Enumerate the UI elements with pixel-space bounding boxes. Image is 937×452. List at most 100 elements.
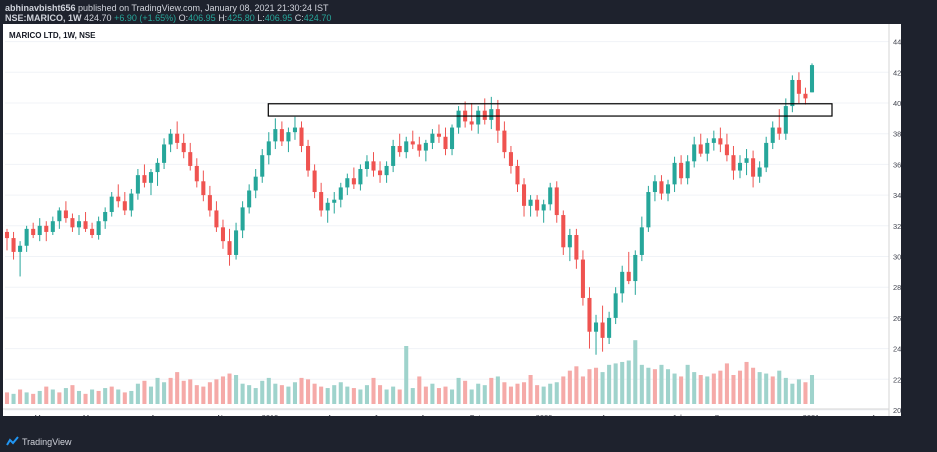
- volume-bar: [711, 373, 716, 404]
- symbol-label: NSE:MARICO, 1W: [5, 13, 82, 23]
- candle-body: [456, 110, 461, 128]
- volume-bar: [436, 388, 441, 404]
- volume-bar: [63, 388, 68, 404]
- author-name[interactable]: abhinavbisht656: [5, 3, 76, 13]
- candle-body: [338, 187, 343, 200]
- candle-body: [24, 228, 29, 246]
- volume-bar: [96, 390, 101, 404]
- candle-body: [90, 228, 95, 236]
- volume-bar: [764, 373, 769, 404]
- volume-bar: [397, 389, 402, 404]
- open-label: O:: [178, 13, 189, 23]
- candle-body: [227, 241, 232, 255]
- volume-bar: [737, 370, 743, 404]
- volume-bar: [50, 389, 55, 404]
- candle-body: [593, 322, 599, 332]
- volume-bar: [620, 361, 625, 404]
- candle-body: [122, 201, 127, 211]
- volume-bar: [476, 383, 481, 404]
- chart-panel[interactable]: 440.00 420.00 400.00 380.00 360.00 340.00 320.…: [3, 24, 916, 422]
- volume-bar: [659, 364, 664, 404]
- volume-bar: [247, 385, 252, 404]
- time-axis[interactable]: Mar May Aug Nov 2019 Apr Jun Aug Oct 2020 Apr Jul Se…: [35, 413, 884, 422]
- candle-body: [168, 133, 173, 145]
- volume-bar: [548, 383, 553, 404]
- volume-bar: [319, 386, 324, 404]
- volume-bar: [593, 367, 599, 404]
- volume-bar: [489, 377, 494, 404]
- volume-bar: [44, 386, 49, 404]
- volume-bar: [809, 375, 815, 404]
- volume-bar: [705, 376, 710, 404]
- candle-body: [567, 235, 572, 248]
- high-label: H:: [218, 13, 228, 23]
- published-text: published on TradingView.com, January 08…: [78, 3, 329, 13]
- candle-body: [220, 227, 226, 242]
- volume-bar: [561, 376, 566, 404]
- candle-body: [148, 172, 154, 183]
- volume-bar: [292, 382, 297, 404]
- time-tick-label: Oct: [469, 413, 482, 416]
- candle-body: [371, 161, 376, 171]
- candle-body: [378, 170, 383, 176]
- low-value: 406.95: [264, 13, 293, 23]
- candle-body: [705, 142, 710, 154]
- candle-body: [109, 196, 114, 212]
- volume-bar: [332, 385, 337, 404]
- volume-bar: [423, 386, 428, 404]
- candle-body: [639, 227, 644, 255]
- volume-bar: [148, 386, 154, 404]
- candle-body: [541, 204, 546, 211]
- candle-body: [214, 210, 219, 228]
- volume-bar: [109, 386, 114, 404]
- volume-bar: [371, 377, 376, 404]
- candle-body: [430, 133, 435, 143]
- candle-body: [724, 144, 729, 156]
- candle-body: [561, 215, 566, 248]
- time-tick-label: Sep: [714, 413, 727, 416]
- tradingview-logo-icon: [6, 436, 19, 446]
- candle-body: [83, 221, 88, 229]
- volume-bar: [57, 392, 62, 404]
- candlestick-chart[interactable]: 440.00 420.00 400.00 380.00 360.00 340.00 320.…: [3, 24, 916, 422]
- price-axis[interactable]: 440.00 420.00 400.00 380.00 360.00 340.00 320.…: [893, 38, 916, 415]
- last-price: 424.70: [84, 13, 112, 23]
- volume-bar: [286, 386, 291, 404]
- candle-body: [175, 133, 180, 143]
- candle-body: [777, 127, 782, 134]
- candle-body: [247, 190, 252, 208]
- candle-body: [279, 129, 284, 142]
- candle-body: [803, 93, 808, 99]
- volume-bar: [260, 380, 265, 404]
- candle-body: [515, 165, 520, 185]
- candle-body: [306, 145, 311, 171]
- volume-bar: [404, 346, 409, 404]
- volume-bar: [443, 386, 448, 404]
- candle-body: [783, 106, 788, 134]
- candle-body: [162, 144, 167, 163]
- volume-bar: [83, 393, 88, 404]
- candle-body: [207, 195, 212, 211]
- candle-body: [201, 181, 206, 196]
- volume-bar: [665, 369, 671, 404]
- candle-body: [292, 127, 297, 133]
- candle-body: [142, 175, 147, 183]
- time-tick-label: Aug: [150, 413, 163, 416]
- time-tick-label: Apr: [327, 413, 339, 416]
- candle-body: [253, 176, 258, 191]
- volume-bar: [201, 386, 206, 404]
- resistance-zone-rectangle[interactable]: [267, 103, 833, 117]
- price-tick-label: 240.00: [893, 345, 901, 354]
- volume-bar: [502, 382, 507, 404]
- candle-body: [751, 158, 756, 177]
- publication-header: abhinavbisht656 published on TradingView…: [5, 3, 930, 25]
- volume-bar: [639, 364, 644, 404]
- candle-body: [286, 132, 291, 142]
- time-tick-label: Aug: [420, 413, 433, 416]
- time-tick-label: Jul: [672, 413, 682, 416]
- volume-bar: [456, 377, 461, 404]
- candle-body: [633, 254, 638, 282]
- candle-body: [70, 218, 75, 228]
- open-value: 406.95: [188, 13, 216, 23]
- volume-bar: [181, 380, 186, 404]
